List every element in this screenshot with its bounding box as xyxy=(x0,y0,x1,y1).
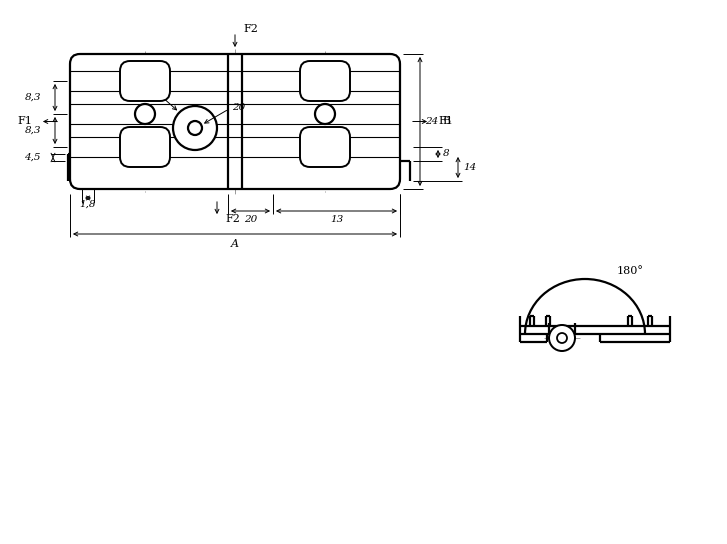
Text: 20: 20 xyxy=(233,102,246,112)
FancyBboxPatch shape xyxy=(120,127,170,167)
Text: 24: 24 xyxy=(425,117,438,126)
Text: 14: 14 xyxy=(463,163,476,172)
Text: 8,3: 8,3 xyxy=(25,126,41,135)
Circle shape xyxy=(315,104,335,124)
Text: 13: 13 xyxy=(330,214,343,224)
Text: F2: F2 xyxy=(225,214,240,224)
FancyBboxPatch shape xyxy=(120,61,170,101)
Text: F2: F2 xyxy=(243,24,258,34)
Circle shape xyxy=(173,106,217,150)
Text: 20: 20 xyxy=(244,214,257,224)
Text: A: A xyxy=(231,239,239,249)
Circle shape xyxy=(549,325,575,351)
FancyBboxPatch shape xyxy=(70,54,400,189)
Text: B: B xyxy=(442,116,450,127)
Circle shape xyxy=(188,121,202,135)
Circle shape xyxy=(557,333,567,343)
Text: F1: F1 xyxy=(17,116,32,127)
FancyBboxPatch shape xyxy=(300,61,350,101)
Text: 8: 8 xyxy=(443,150,449,158)
Text: 180°: 180° xyxy=(616,266,643,276)
Text: 4,5: 4,5 xyxy=(25,153,41,162)
Text: 8: 8 xyxy=(152,88,158,96)
Text: 1,8: 1,8 xyxy=(80,200,96,208)
Circle shape xyxy=(135,104,155,124)
Text: F1: F1 xyxy=(438,116,453,127)
Text: 8,3: 8,3 xyxy=(25,93,41,102)
FancyBboxPatch shape xyxy=(300,127,350,167)
